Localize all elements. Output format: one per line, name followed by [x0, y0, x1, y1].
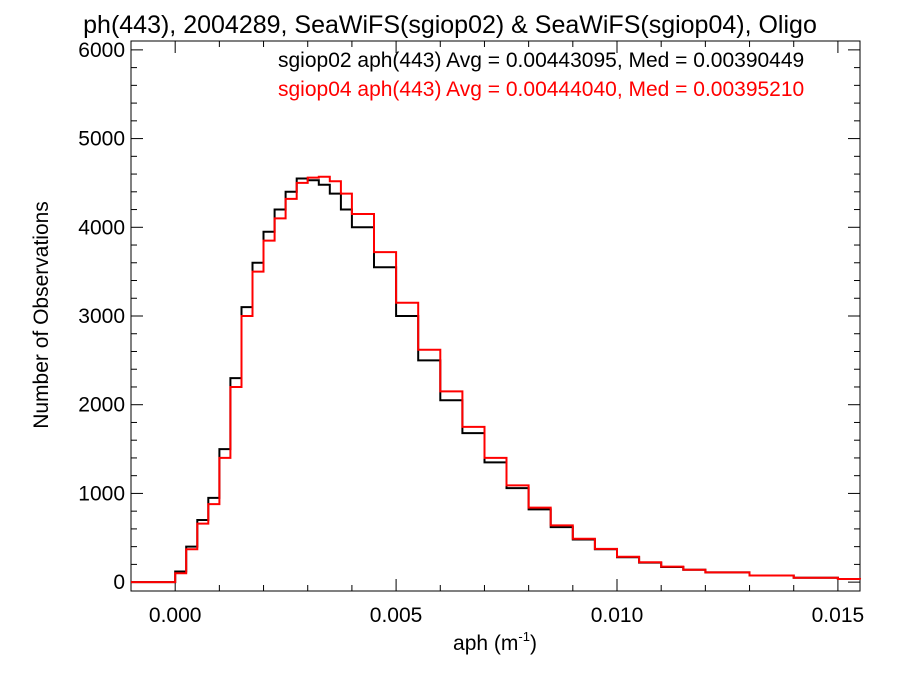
x-axis-label-tail: ) [530, 632, 537, 655]
x-axis-label-exponent: -1 [518, 629, 530, 644]
x-tick-label: 0.000 [149, 604, 202, 627]
y-tick-label: 2000 [78, 394, 125, 417]
series-layer [131, 175, 861, 584]
y-tick-label: 1000 [78, 482, 125, 505]
x-axis-label-base: aph (m [453, 632, 518, 655]
series-line-sgiop02 [131, 177, 861, 584]
x-tick-label: 0.010 [591, 604, 644, 627]
y-tick-label: 6000 [78, 39, 125, 62]
y-tick-label: 3000 [78, 305, 125, 328]
series-line-sgiop04 [131, 175, 861, 584]
x-axis-ticks: 0.000 0.005 0.010 0.015 [130, 41, 865, 627]
y-axis-label: Number of Observations [30, 201, 53, 429]
y-tick-label: 4000 [78, 216, 125, 239]
x-tick-label: 0.005 [370, 604, 423, 627]
y-tick-label: 0 [113, 571, 125, 594]
chart-title: ph(443), 2004289, SeaWiFS(sgiop02) & Sea… [83, 11, 817, 39]
stat-annotation-sgiop04: sgiop04 aph(443) Avg = 0.00444040, Med =… [278, 78, 804, 101]
plot-area-border [130, 40, 861, 592]
plot-frame [130, 40, 861, 592]
x-tick-label: 0.015 [812, 604, 865, 627]
x-axis-label: aph (m-1) [453, 629, 537, 655]
stat-annotation-sgiop02: sgiop02 aph(443) Avg = 0.00443095, Med =… [278, 49, 804, 72]
y-axis-ticks: 0 1000 2000 3000 4000 5000 6000 [78, 39, 860, 594]
y-tick-label: 5000 [78, 128, 125, 151]
